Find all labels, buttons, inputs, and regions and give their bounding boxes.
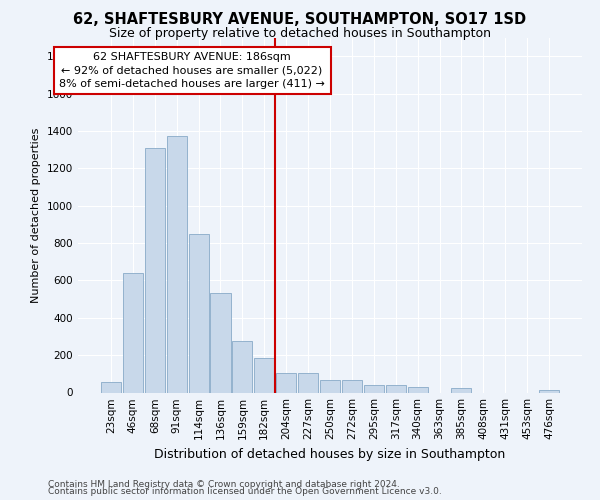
Text: 62 SHAFTESBURY AVENUE: 186sqm
← 92% of detached houses are smaller (5,022)
8% of: 62 SHAFTESBURY AVENUE: 186sqm ← 92% of d…	[59, 52, 325, 89]
Bar	[276, 373, 296, 392]
Bar	[364, 386, 384, 392]
Bar	[167, 136, 187, 392]
Bar	[101, 382, 121, 392]
Text: Contains HM Land Registry data © Crown copyright and database right 2024.: Contains HM Land Registry data © Crown c…	[48, 480, 400, 489]
Bar	[407, 387, 428, 392]
Bar	[123, 273, 143, 392]
Bar	[320, 380, 340, 392]
Bar	[211, 294, 230, 392]
Text: Size of property relative to detached houses in Southampton: Size of property relative to detached ho…	[109, 28, 491, 40]
Y-axis label: Number of detached properties: Number of detached properties	[31, 128, 41, 302]
Text: Contains public sector information licensed under the Open Government Licence v3: Contains public sector information licen…	[48, 487, 442, 496]
Bar	[254, 358, 274, 392]
Bar	[188, 234, 209, 392]
Bar	[298, 373, 318, 392]
Bar	[451, 388, 472, 392]
Bar	[232, 341, 253, 392]
Text: 62, SHAFTESBURY AVENUE, SOUTHAMPTON, SO17 1SD: 62, SHAFTESBURY AVENUE, SOUTHAMPTON, SO1…	[73, 12, 527, 28]
Bar	[342, 380, 362, 392]
Bar	[145, 148, 165, 392]
Bar	[386, 386, 406, 392]
X-axis label: Distribution of detached houses by size in Southampton: Distribution of detached houses by size …	[154, 448, 506, 461]
Bar	[539, 390, 559, 392]
